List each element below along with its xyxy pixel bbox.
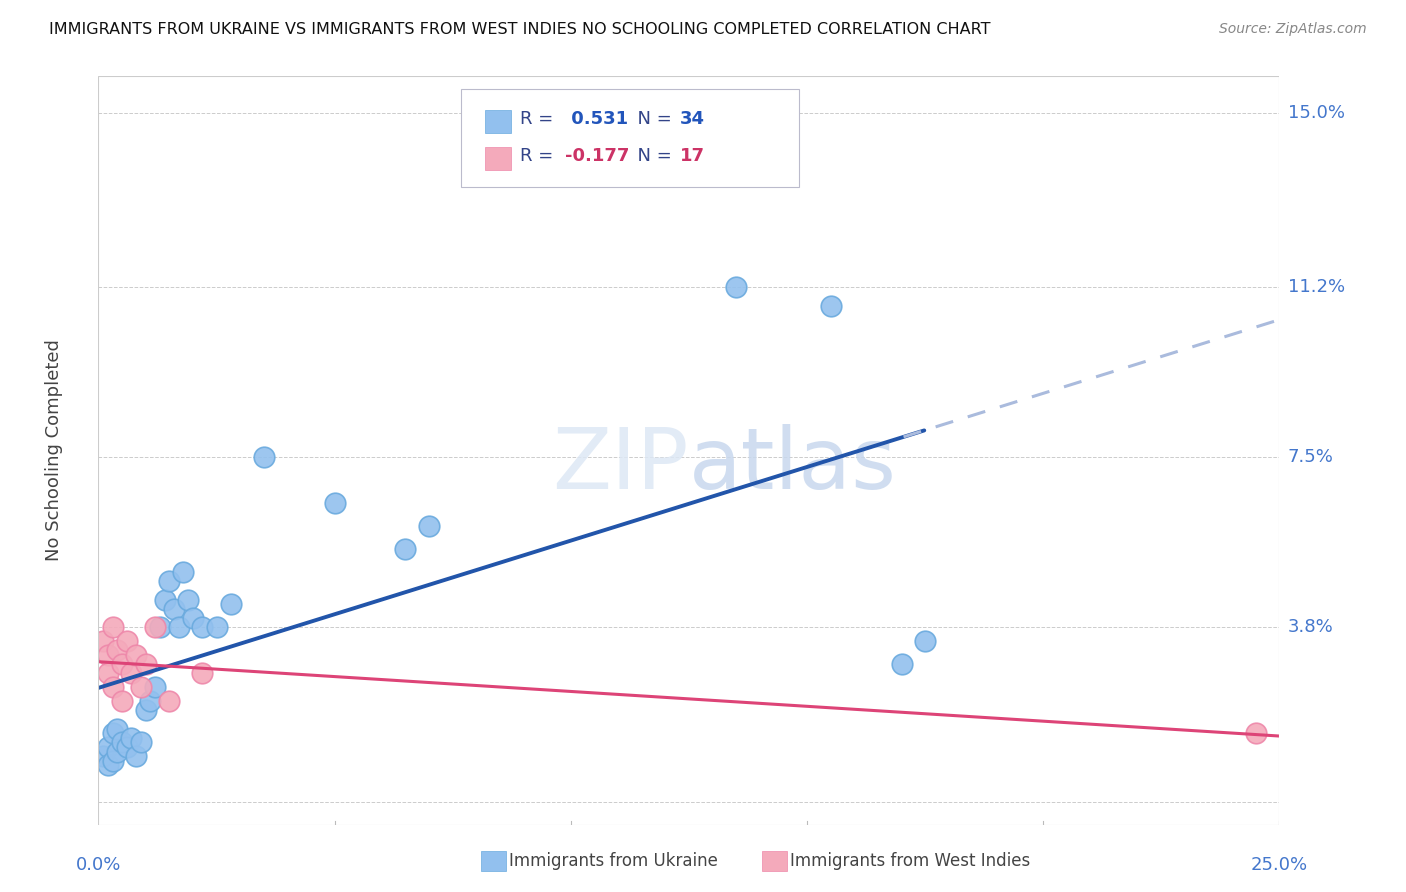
Point [101, 680, 124, 694]
Point [219, 598, 242, 612]
Point [191, 620, 214, 634]
Text: 0.0%: 0.0% [76, 855, 121, 873]
Point [105, 745, 128, 759]
Point [172, 566, 194, 580]
Point [111, 694, 134, 708]
Point [101, 754, 124, 768]
Point [394, 542, 416, 557]
Text: 17: 17 [679, 147, 704, 165]
Point [253, 450, 276, 465]
Text: No Schooling Completed: No Schooling Completed [45, 340, 62, 561]
Point [143, 680, 166, 694]
FancyBboxPatch shape [485, 110, 510, 133]
Point [157, 694, 180, 708]
Point [105, 643, 128, 657]
Point [143, 620, 166, 634]
Point [105, 722, 128, 736]
Point [121, 731, 143, 745]
Point [418, 519, 440, 533]
Point [129, 735, 152, 749]
FancyBboxPatch shape [461, 88, 799, 186]
Text: R =: R = [520, 147, 560, 165]
Point [101, 726, 124, 740]
Point [167, 620, 190, 634]
Text: R =: R = [520, 110, 560, 128]
FancyBboxPatch shape [485, 147, 510, 170]
Point [205, 620, 228, 634]
Point [135, 657, 157, 672]
Text: Immigrants from Ukraine: Immigrants from Ukraine [509, 852, 718, 870]
Point [725, 280, 748, 294]
Point [125, 648, 148, 662]
Point [97, 739, 120, 754]
Point [91, 749, 114, 764]
Point [115, 634, 138, 648]
Point [125, 749, 148, 764]
Point [153, 592, 176, 607]
Point [1244, 726, 1267, 740]
Point [163, 602, 186, 616]
Text: ZIP: ZIP [553, 424, 689, 507]
Point [181, 611, 204, 625]
Point [914, 634, 936, 648]
Point [97, 648, 120, 662]
Point [97, 758, 120, 772]
Text: 34: 34 [679, 110, 704, 128]
Text: Immigrants from West Indies: Immigrants from West Indies [790, 852, 1031, 870]
Point [101, 620, 124, 634]
Point [111, 657, 134, 672]
Point [820, 299, 842, 313]
Point [91, 634, 114, 648]
Text: 3.8%: 3.8% [1288, 618, 1333, 636]
Point [177, 592, 200, 607]
Text: IMMIGRANTS FROM UKRAINE VS IMMIGRANTS FROM WEST INDIES NO SCHOOLING COMPLETED CO: IMMIGRANTS FROM UKRAINE VS IMMIGRANTS FR… [49, 22, 991, 37]
Text: 7.5%: 7.5% [1288, 449, 1334, 467]
Point [129, 680, 152, 694]
Text: N =: N = [626, 147, 678, 165]
Point [157, 574, 180, 589]
Text: 15.0%: 15.0% [1288, 103, 1344, 121]
Point [323, 496, 346, 510]
Point [191, 666, 214, 681]
Text: atlas: atlas [689, 424, 897, 507]
Point [139, 694, 162, 708]
Text: -0.177: -0.177 [565, 147, 630, 165]
Text: Source: ZipAtlas.com: Source: ZipAtlas.com [1219, 22, 1367, 37]
Text: N =: N = [626, 110, 678, 128]
Point [111, 735, 134, 749]
Point [115, 739, 138, 754]
Point [97, 666, 120, 681]
Point [135, 703, 157, 717]
Text: 25.0%: 25.0% [1251, 855, 1308, 873]
Point [121, 666, 143, 681]
Text: 0.531: 0.531 [565, 110, 628, 128]
Point [149, 620, 172, 634]
Text: 11.2%: 11.2% [1288, 278, 1346, 296]
Point [890, 657, 912, 672]
